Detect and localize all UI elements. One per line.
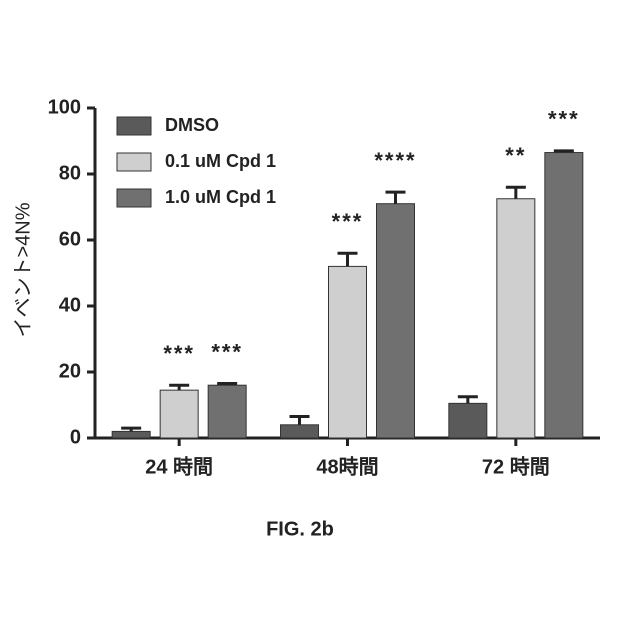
legend-swatch	[117, 153, 151, 171]
bar	[449, 403, 487, 438]
y-tick-label: 100	[48, 96, 81, 118]
error-bar	[169, 385, 189, 390]
y-tick-label: 40	[59, 294, 81, 316]
y-tick-label: 60	[59, 228, 81, 250]
error-bar	[506, 187, 526, 199]
significance: **	[505, 143, 526, 168]
y-axis-label: イベント>4N%	[12, 202, 34, 337]
y-tick-label: 80	[59, 162, 81, 184]
legend-label: 0.1 uM Cpd 1	[165, 151, 276, 171]
significance: ****	[374, 148, 416, 173]
y-tick-label: 0	[70, 426, 81, 448]
error-bar	[217, 384, 237, 386]
error-bar	[458, 397, 478, 404]
error-bar	[338, 253, 358, 266]
bar	[281, 425, 319, 438]
chart-title: FIG. 2b	[266, 518, 334, 540]
bar	[497, 199, 535, 438]
error-bar	[386, 192, 406, 204]
legend-label: 1.0 uM Cpd 1	[165, 187, 276, 207]
bar	[377, 204, 415, 438]
x-tick-label: 24 時間	[145, 454, 213, 478]
significance: ***	[548, 107, 580, 132]
bar	[208, 385, 246, 438]
chart: イベント>4N% FIG. 2b 02040608010024 時間******…	[0, 0, 640, 640]
error-bar	[554, 151, 574, 153]
bar	[329, 266, 367, 438]
significance: ***	[332, 209, 364, 234]
legend-swatch	[117, 117, 151, 135]
x-tick-label: 72 時間	[482, 454, 550, 478]
error-bar	[290, 417, 310, 425]
bar	[112, 431, 150, 438]
legend-swatch	[117, 189, 151, 207]
significance: ***	[211, 339, 243, 364]
bar	[545, 153, 583, 438]
significance: ***	[163, 341, 195, 366]
y-tick-label: 20	[59, 360, 81, 382]
x-tick-label: 48時間	[316, 454, 378, 478]
legend-label: DMSO	[165, 115, 219, 135]
bar	[160, 390, 198, 438]
